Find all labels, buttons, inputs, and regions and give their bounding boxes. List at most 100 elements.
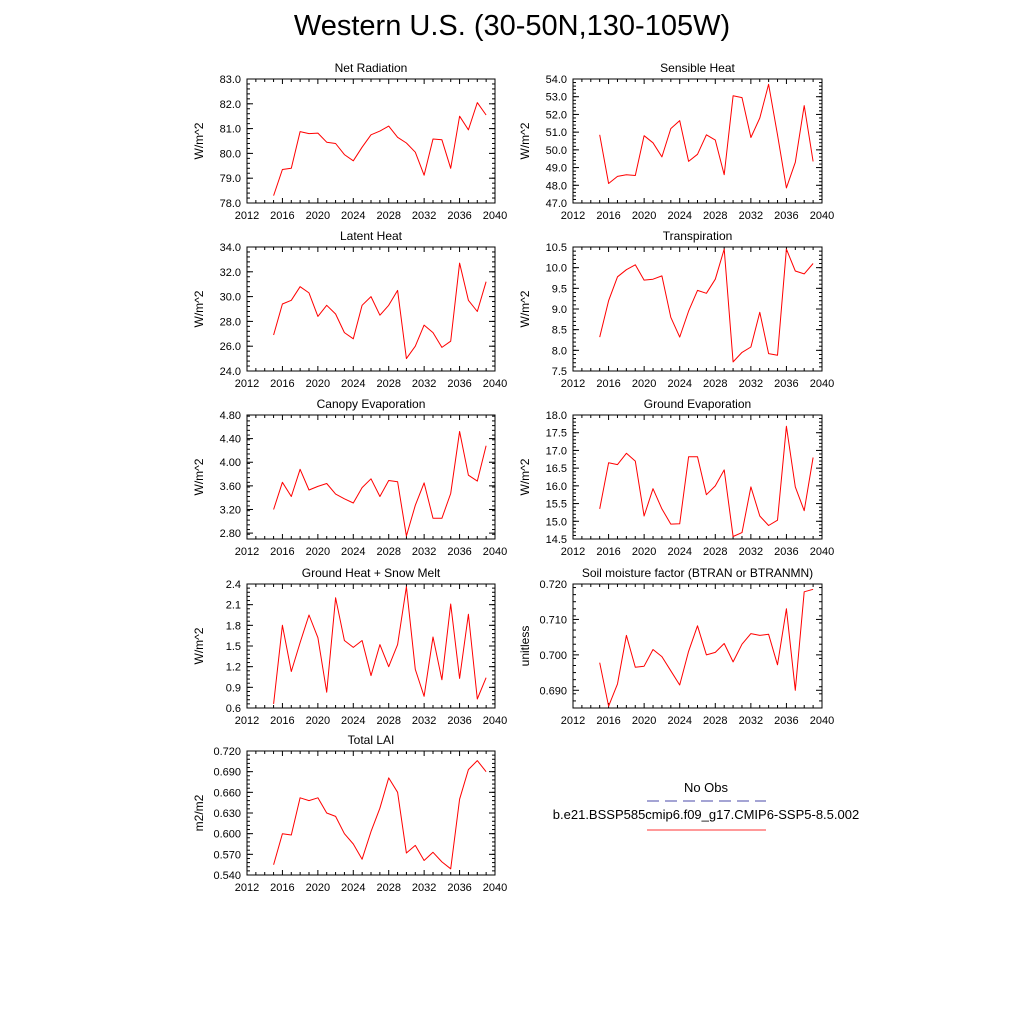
y-tick-label: 26.0	[220, 341, 241, 353]
y-tick-label: 1.5	[226, 641, 241, 653]
x-tick-label: 2020	[306, 546, 330, 558]
panel-title: Sensible Heat	[660, 61, 735, 75]
y-tick-label: 17.5	[546, 428, 567, 440]
x-tick-label: 2024	[667, 715, 691, 727]
y-tick-label: 32.0	[220, 267, 241, 279]
y-tick-label: 0.690	[539, 685, 567, 697]
x-tick-label: 2020	[306, 210, 330, 222]
y-tick-label: 0.540	[213, 870, 241, 882]
y-tick-label: 53.0	[546, 92, 567, 104]
y-tick-label: 17.0	[546, 445, 567, 457]
y-axis-label: W/m^2	[518, 290, 532, 327]
x-tick-label: 2016	[596, 715, 620, 727]
y-tick-label: 80.0	[220, 148, 241, 160]
y-axis-label: W/m^2	[518, 122, 532, 159]
series-line	[273, 431, 487, 537]
x-tick-label: 2028	[376, 882, 400, 894]
y-tick-label: 4.40	[220, 434, 241, 446]
y-axis-label: m2/m2	[192, 794, 206, 831]
chart-panel: Latent Heat W/m^2 2012 2016 2020 2024 2028 2032…	[192, 229, 507, 390]
panel-title: Transpiration	[663, 229, 733, 243]
x-tick-label: 2020	[632, 210, 656, 222]
y-tick-label: 0.6	[226, 703, 241, 715]
x-tick-label: 2028	[376, 210, 400, 222]
chart-panel: Sensible Heat W/m^2 2012 2016 2020 2024 2028 20…	[518, 61, 834, 222]
chart-panel: Ground Heat + Snow Melt W/m^2 2012 2016 2020…	[192, 566, 507, 727]
panel-title: Canopy Evaporation	[317, 397, 426, 411]
y-tick-label: 1.2	[226, 662, 241, 674]
chart-panel: Canopy Evaporation W/m^2 2012 2016 2020 2024 2…	[192, 397, 507, 558]
y-tick-label: 1.8	[226, 620, 241, 632]
y-tick-label: 30.0	[220, 292, 241, 304]
y-tick-label: 83.0	[220, 74, 241, 86]
x-tick-label: 2020	[632, 546, 656, 558]
y-tick-label: 8.0	[552, 345, 567, 357]
y-tick-label: 10.0	[546, 263, 567, 275]
y-tick-label: 49.0	[546, 163, 567, 175]
x-tick-label: 2024	[341, 378, 365, 390]
y-tick-label: 15.5	[546, 499, 567, 511]
x-tick-label: 2036	[774, 715, 798, 727]
y-axis-label: W/m^2	[192, 122, 206, 159]
x-tick-label: 2012	[561, 210, 585, 222]
y-tick-label: 47.0	[546, 198, 567, 210]
series-line	[599, 83, 814, 189]
x-tick-label: 2040	[810, 378, 834, 390]
y-tick-label: 81.0	[220, 124, 241, 136]
x-tick-label: 2016	[270, 546, 294, 558]
chart-panel: Ground Evaporation W/m^2 2012 2016 2020 2024 2…	[518, 397, 834, 558]
y-tick-label: 18.0	[546, 410, 567, 422]
x-tick-label: 2032	[412, 882, 436, 894]
x-tick-label: 2016	[270, 882, 294, 894]
x-tick-label: 2016	[270, 378, 294, 390]
x-tick-label: 2040	[810, 715, 834, 727]
x-tick-label: 2040	[810, 546, 834, 558]
y-tick-label: 15.0	[546, 516, 567, 528]
x-tick-label: 2036	[447, 546, 471, 558]
y-tick-label: 2.1	[226, 600, 241, 612]
x-tick-label: 2036	[447, 715, 471, 727]
x-tick-label: 2036	[447, 882, 471, 894]
plot-frame	[572, 414, 823, 540]
x-tick-label: 2032	[739, 546, 763, 558]
x-tick-label: 2040	[483, 882, 507, 894]
y-tick-label: 0.660	[213, 787, 241, 799]
y-tick-label: 14.5	[546, 534, 567, 546]
series-line	[273, 102, 487, 196]
y-tick-label: 10.5	[546, 242, 567, 254]
chart-panel: Transpiration W/m^2 2012 2016 2020 2024 2028 20…	[518, 229, 834, 390]
y-tick-label: 0.600	[213, 829, 241, 841]
y-tick-label: 7.5	[552, 366, 567, 378]
y-tick-label: 79.0	[220, 173, 241, 185]
x-tick-label: 2012	[235, 378, 259, 390]
x-tick-label: 2028	[376, 715, 400, 727]
figure-title: Western U.S. (30-50N,130-105W)	[293, 10, 731, 42]
panel-title: Total LAI	[348, 733, 395, 747]
x-tick-label: 2032	[739, 715, 763, 727]
y-tick-label: 2.80	[220, 528, 241, 540]
series-line	[273, 262, 487, 360]
x-tick-label: 2024	[341, 210, 365, 222]
y-tick-label: 24.0	[220, 366, 241, 378]
x-tick-label: 2024	[667, 378, 691, 390]
y-tick-label: 0.700	[539, 650, 567, 662]
y-tick-label: 4.80	[220, 410, 241, 422]
x-tick-label: 2040	[483, 715, 507, 727]
y-tick-label: 16.0	[546, 481, 567, 493]
y-tick-label: 8.5	[552, 325, 567, 337]
y-axis-label: unitless	[518, 626, 532, 667]
y-tick-label: 50.0	[546, 145, 567, 157]
x-tick-label: 2012	[235, 546, 259, 558]
x-tick-label: 2040	[483, 378, 507, 390]
y-tick-label: 78.0	[220, 198, 241, 210]
chart-panel: Net Radiation W/m^2 2012 2016 2020 2024 2028 20…	[192, 61, 507, 222]
plot-frame	[246, 583, 496, 709]
y-axis-label: W/m^2	[518, 458, 532, 495]
x-tick-label: 2016	[596, 546, 620, 558]
y-tick-label: 3.60	[220, 481, 241, 493]
x-tick-label: 2028	[376, 546, 400, 558]
x-tick-label: 2036	[447, 378, 471, 390]
plot-frame	[572, 78, 823, 204]
x-tick-label: 2020	[632, 715, 656, 727]
legend-model-label: b.e21.BSSP585cmip6.f09_g17.CMIP6-SSP5-8.…	[553, 807, 859, 822]
